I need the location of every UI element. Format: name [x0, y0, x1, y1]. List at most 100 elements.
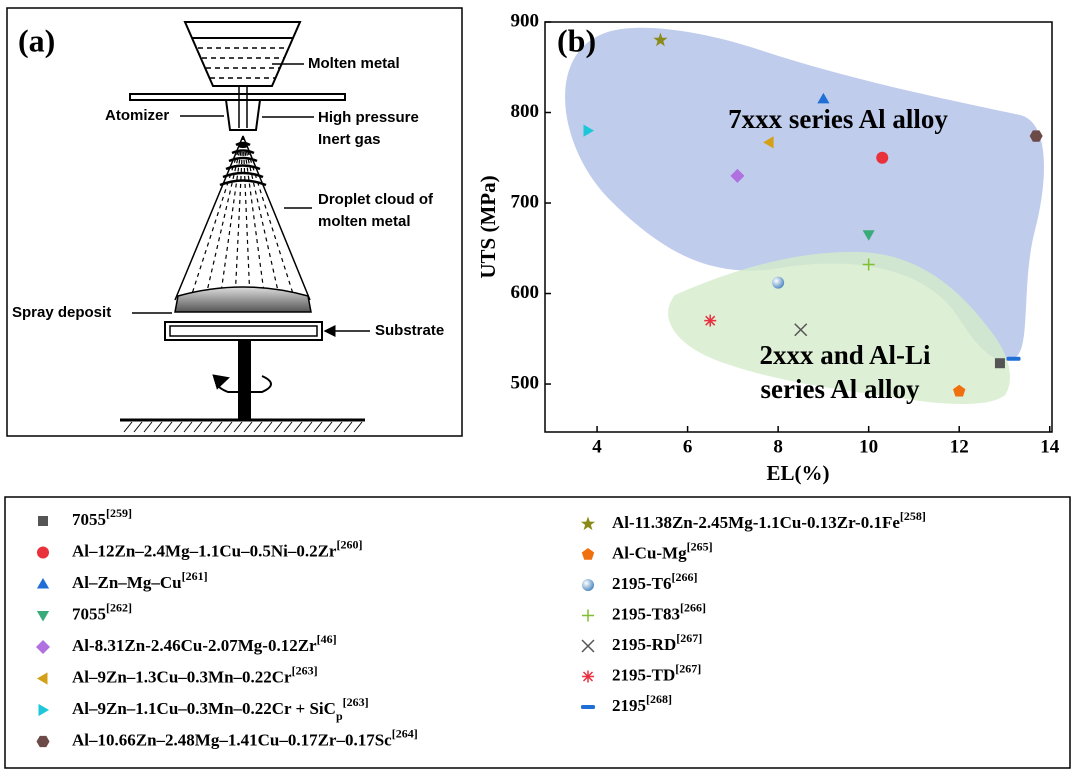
- legend-item: 2195-TD[267]: [582, 661, 701, 684]
- legend-name: 2195-TD: [612, 665, 675, 684]
- legend-item: Al–10.66Zn–2.48Mg–1.41Cu–0.17Zr–0.17Sc[2…: [36, 726, 418, 749]
- legend-ref: [266]: [672, 570, 698, 584]
- point: [38, 703, 49, 717]
- label: Spray deposit: [12, 304, 111, 321]
- legend-label: Al-Cu-Mg[265]: [612, 539, 713, 562]
- legend-name: 7055: [72, 510, 106, 529]
- legend-name: 2195-T83: [612, 604, 680, 623]
- legend-name: Al–10.66Zn–2.48Mg–1.41Cu–0.17Zr–0.17Sc: [72, 730, 392, 749]
- legend-label: 2195-RD[267]: [612, 631, 702, 654]
- point: [817, 92, 830, 104]
- label: Inert gas: [318, 131, 381, 148]
- legend-ref: [267]: [676, 631, 702, 645]
- point: [772, 276, 785, 289]
- point: [794, 323, 808, 337]
- point: [38, 516, 48, 526]
- diagram-frame: [6, 7, 463, 437]
- legend-label: 2195-TD[267]: [612, 661, 701, 684]
- region-2xxx: [668, 251, 1010, 404]
- legend-frame: [4, 496, 1071, 769]
- annotation: series Al alloy: [761, 374, 920, 404]
- legend-ref: [261]: [182, 569, 208, 583]
- legend-label: Al–12Zn–2.4Mg–1.1Cu–0.5Ni–0.2Zr[260]: [72, 537, 362, 560]
- legend-name: Al-Cu-Mg: [612, 543, 687, 562]
- diagram: (a) Molten metal Atomizer High pressure …: [6, 7, 463, 437]
- point: [582, 670, 594, 683]
- label: molten metal: [318, 213, 411, 230]
- annotation: 7xxx series Al alloy: [728, 104, 948, 134]
- legend-name: 2195: [612, 696, 646, 715]
- point: [862, 258, 875, 271]
- cone: [174, 135, 311, 301]
- legend-item: Al–Zn–Mg–Cu[261]: [36, 569, 208, 592]
- point: [37, 546, 49, 559]
- legend-item: Al-8.31Zn-2.46Cu-2.07Mg-0.12Zr[46]: [36, 632, 337, 655]
- point: [953, 384, 966, 397]
- spray: [219, 141, 267, 187]
- crucible: [183, 21, 302, 87]
- legend-ref: [46]: [317, 632, 337, 646]
- plate: [129, 93, 346, 101]
- legend-ref: [262]: [106, 600, 132, 614]
- annotation: 2xxx and Al-Li: [759, 340, 931, 370]
- droplets: [189, 135, 296, 301]
- label: Droplet cloud of: [318, 191, 434, 208]
- legend-item: 2195-RD[267]: [581, 631, 702, 654]
- x-tick-label: 12: [950, 436, 969, 457]
- panel-label: (a): [18, 22, 55, 58]
- legend-ref: [265]: [687, 539, 713, 553]
- legend-label: 2195[268]: [612, 692, 672, 715]
- y-tick-label: 500: [511, 372, 540, 393]
- legend-item: 7055[262]: [36, 600, 132, 623]
- hatch: [123, 421, 363, 433]
- point: [36, 611, 50, 622]
- point: [653, 32, 668, 47]
- legend-item: Al–12Zn–2.4Mg–1.1Cu–0.5Ni–0.2Zr[260]: [37, 537, 362, 560]
- point: [36, 640, 50, 654]
- legend-item: 2195-T6[266]: [582, 570, 698, 593]
- label: Substrate: [375, 322, 444, 339]
- x-tick-label: 6: [683, 436, 693, 457]
- y-tick-label: 700: [511, 191, 540, 212]
- point: [994, 358, 1005, 369]
- legend-item: Al–9Zn–1.1Cu–0.3Mn–0.22Cr + SiCp[263]: [38, 695, 369, 723]
- point: [862, 230, 875, 241]
- legend-item: Al-Cu-Mg[265]: [581, 539, 713, 562]
- legend-label: Al–9Zn–1.3Cu–0.3Mn–0.22Cr[263]: [72, 663, 318, 686]
- legend-name: Al–9Zn–1.3Cu–0.3Mn–0.22Cr: [72, 667, 292, 686]
- y-tick-label: 800: [511, 101, 540, 122]
- x-tick-label: 8: [773, 436, 783, 457]
- x-tick-label: 14: [1040, 436, 1060, 457]
- legend-name: Al-11.38Zn-2.45Mg-1.1Cu-0.13Zr-0.1Fe: [612, 513, 900, 532]
- x-axis-label: EL(%): [767, 461, 830, 485]
- legend-item: Al–9Zn–1.3Cu–0.3Mn–0.22Cr[263]: [37, 663, 318, 686]
- legend-label: 2195-T6[266]: [612, 570, 698, 593]
- point: [37, 672, 48, 685]
- y-tick-label: 600: [511, 282, 540, 303]
- legend-ref: [260]: [336, 537, 362, 551]
- x-tick-label: 10: [859, 436, 878, 457]
- nozzle: [238, 86, 248, 128]
- point: [581, 548, 595, 560]
- y-tick-label: 900: [511, 10, 540, 31]
- atomizer: [225, 99, 261, 131]
- panel-label: (b): [557, 22, 596, 58]
- rotation: [212, 374, 272, 393]
- legend-name: Al–Zn–Mg–Cu: [72, 573, 182, 592]
- legend-name: 7055: [72, 604, 106, 623]
- legend-sub: p: [336, 709, 343, 723]
- legend-ref: [263]: [343, 695, 369, 709]
- point: [730, 168, 745, 183]
- legend-ref: [267]: [675, 661, 701, 675]
- point: [581, 705, 595, 709]
- legend-label: 2195-T83[266]: [612, 600, 706, 623]
- legend-ref: [258]: [900, 509, 926, 523]
- legend-name: 2195-T6: [612, 574, 672, 593]
- legend-name: Al-8.31Zn-2.46Cu-2.07Mg-0.12Zr: [72, 636, 317, 655]
- legend-label: Al–9Zn–1.1Cu–0.3Mn–0.22Cr + SiCp[263]: [72, 695, 369, 723]
- label: Molten metal: [308, 55, 400, 72]
- legend-name: 2195-RD: [612, 635, 676, 654]
- point: [704, 314, 717, 327]
- legend-label: Al–10.66Zn–2.48Mg–1.41Cu–0.17Zr–0.17Sc[2…: [72, 726, 418, 749]
